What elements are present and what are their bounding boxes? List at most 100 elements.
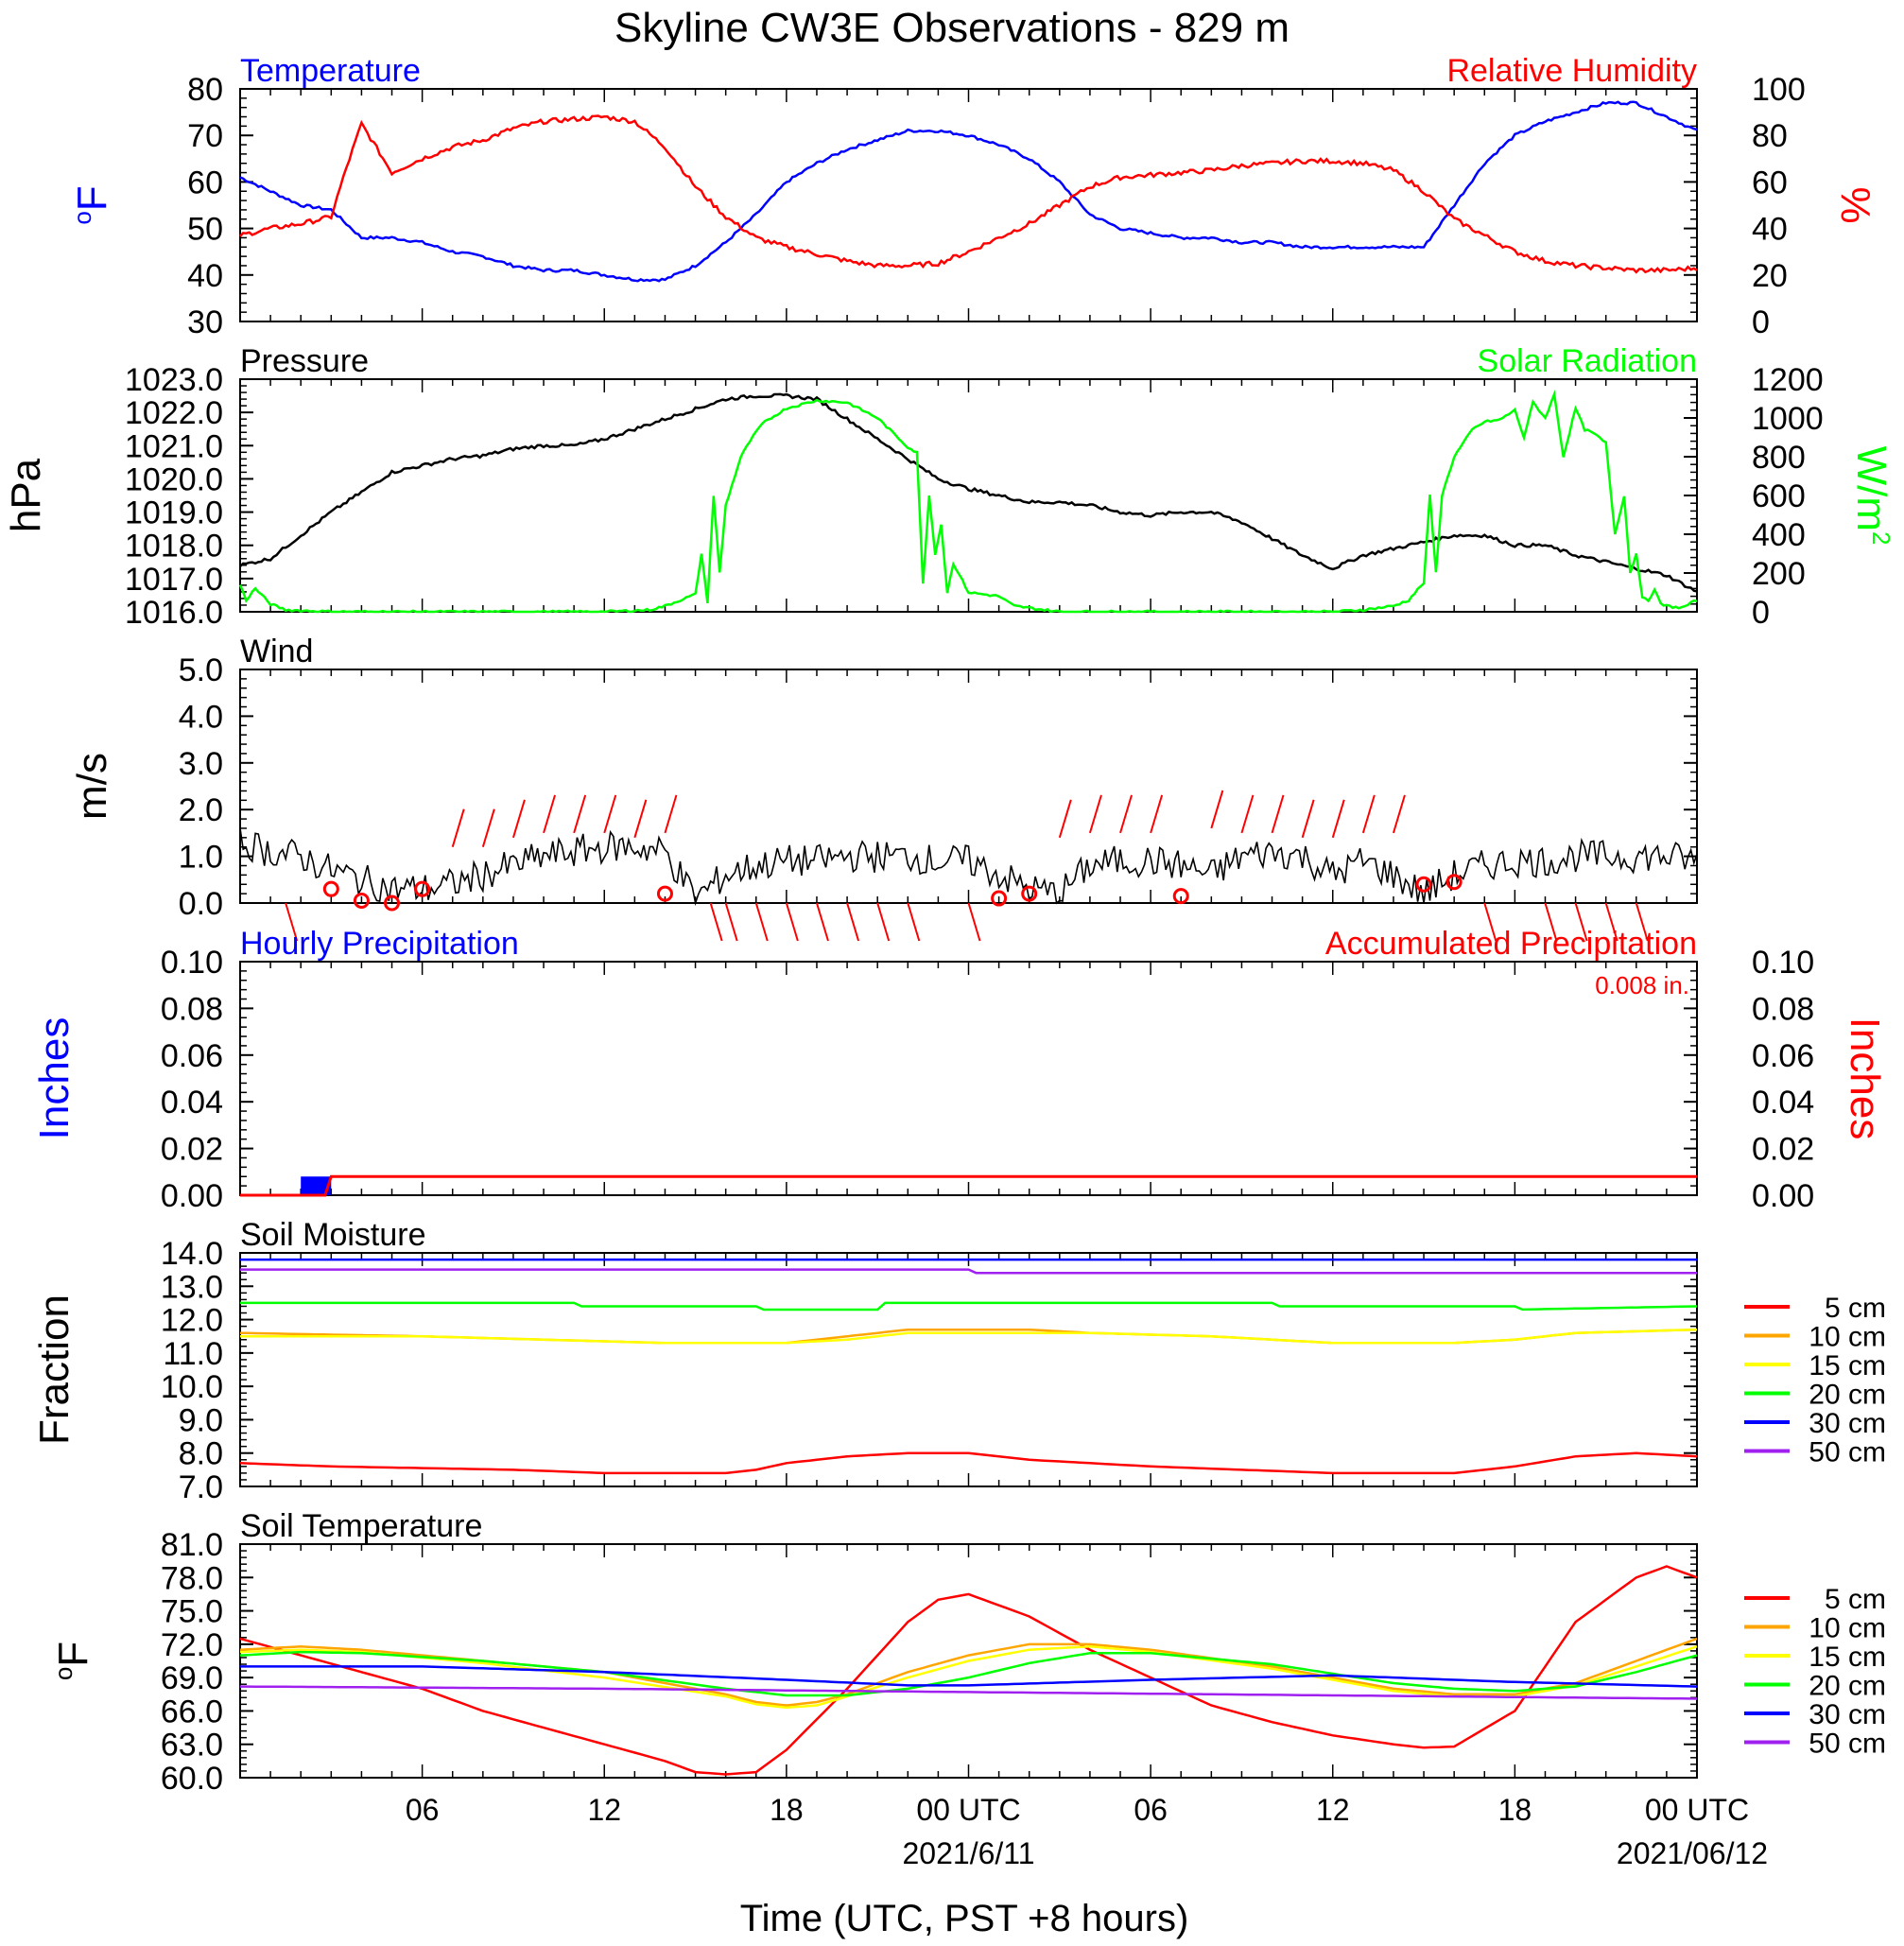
- y-right-tick-label: 0.04: [1752, 1085, 1814, 1121]
- wind-barb: [664, 794, 678, 834]
- y-axis-title: Inches: [31, 1017, 78, 1140]
- x-tick-label: 12: [587, 1793, 621, 1827]
- y-tick-label: 0.06: [161, 1038, 223, 1074]
- y-right-axis-title: Inches: [1842, 1017, 1888, 1140]
- y-tick-label: 1016.0: [125, 595, 223, 631]
- y-tick-label: 14.0: [161, 1236, 223, 1272]
- y-tick-label: 0.0: [179, 886, 223, 922]
- wind-barb: [1210, 790, 1224, 829]
- x-date-label: 2021/6/11: [903, 1836, 1035, 1870]
- y-tick-label: 1018.0: [125, 529, 223, 565]
- series-line-5: [240, 1685, 1698, 1700]
- series-line-2: [240, 1328, 1698, 1345]
- legend-label: 15 cm: [1809, 1642, 1886, 1673]
- wind-barb: [1361, 794, 1376, 834]
- y-right-axis-title: W/m2: [1848, 446, 1895, 546]
- y-tick-label: 1022.0: [125, 395, 223, 431]
- y-tick-label: 1019.0: [125, 495, 223, 531]
- y-right-tick-label: 400: [1752, 517, 1806, 553]
- wind-barb: [709, 902, 723, 942]
- y-right-tick-label: 600: [1752, 478, 1806, 514]
- y-tick-label: 0.04: [161, 1085, 223, 1121]
- y-tick-label: 50: [187, 212, 223, 248]
- y-tick-label: 60.0: [161, 1761, 223, 1797]
- panel-left-title: Hourly Precipitation: [240, 926, 519, 962]
- wind-barb: [1240, 794, 1255, 834]
- y-tick-label: 1.0: [179, 840, 223, 876]
- legend-label: 15 cm: [1809, 1350, 1886, 1381]
- calm-marker: [1415, 876, 1432, 893]
- wind-barb: [481, 808, 495, 848]
- series-line-1: [239, 114, 1698, 274]
- wind-barb: [1574, 902, 1588, 942]
- y-tick-label: 1017.0: [125, 562, 223, 598]
- calm-marker: [384, 895, 401, 912]
- y-tick-label: 7.0: [179, 1469, 223, 1505]
- time-axis: 06 12 18 00 UTC 06 12 18 00 UTC 2021/6/11 2021/06…: [406, 1793, 1768, 1870]
- panel-right-title: Relative Humidity: [1446, 53, 1697, 89]
- series-line-0: [239, 100, 1698, 283]
- legend-label: 50 cm: [1809, 1729, 1886, 1760]
- wind-barb: [1058, 799, 1072, 839]
- y-right-tick-label: 80: [1752, 118, 1788, 154]
- y-tick-label: 8.0: [179, 1436, 223, 1472]
- y-right-axis-title: %: [1832, 186, 1878, 223]
- panel-wind: 0.0 1.0 2.0 3.0 4.0 5.0 Wind m/s: [69, 634, 1698, 942]
- wind-barb: [1119, 794, 1133, 834]
- wind-barb: [876, 902, 891, 942]
- y-tick-label: 1023.0: [125, 362, 223, 398]
- calm-marker: [1445, 874, 1463, 891]
- y-axis-title: oF: [49, 1642, 96, 1680]
- panel-left-title: Temperature: [240, 53, 421, 89]
- y-right-tick-label: 0.00: [1752, 1178, 1814, 1214]
- y-tick-label: 66.0: [161, 1694, 223, 1729]
- calm-marker: [991, 890, 1008, 907]
- y-tick-label: 0.02: [161, 1132, 223, 1168]
- calm-marker: [1021, 885, 1038, 902]
- y-right-tick-label: 20: [1752, 258, 1788, 294]
- y-tick-label: 2.0: [179, 792, 223, 828]
- wind-barb: [451, 808, 465, 848]
- legend-label: 5 cm: [1825, 1584, 1886, 1615]
- wind-barb: [1150, 794, 1164, 834]
- legend-label: 10 cm: [1809, 1322, 1886, 1353]
- wind-barb: [1393, 794, 1406, 834]
- wind-barb: [1301, 799, 1315, 839]
- y-axis-title: Fraction: [31, 1294, 78, 1445]
- legend-label: 10 cm: [1809, 1613, 1886, 1644]
- calm-marker: [353, 893, 370, 910]
- y-tick-label: 0.08: [161, 991, 223, 1027]
- calm-marker: [414, 880, 431, 897]
- panel-left-title: Soil Temperature: [240, 1508, 482, 1544]
- y-right-tick-label: 100: [1752, 72, 1806, 108]
- y-right-tick-label: 0.08: [1752, 991, 1814, 1027]
- y-tick-label: 1021.0: [125, 428, 223, 464]
- wind-barb: [573, 794, 587, 834]
- series-line-0: [239, 1565, 1698, 1776]
- y-right-tick-label: 1200: [1752, 362, 1824, 398]
- wind-barb: [907, 902, 921, 942]
- y-tick-label: 11.0: [163, 1336, 223, 1372]
- panel-precip: 0.00 0.02 0.04 0.06 0.08 0.10 0.00 0.02 0.04 0.06…: [31, 926, 1888, 1214]
- x-tick-label: 18: [770, 1793, 804, 1827]
- y-right-tick-label: 40: [1752, 212, 1788, 248]
- figure-title: Skyline CW3E Observations - 829 m: [614, 5, 1290, 51]
- y-axis-title: hPa: [3, 458, 49, 532]
- wind-barb: [1635, 902, 1649, 942]
- wind-barb: [511, 799, 526, 839]
- legend-label: 30 cm: [1809, 1699, 1886, 1730]
- wind-barb: [724, 902, 738, 942]
- y-tick-label: 70: [187, 118, 223, 154]
- y-right-tick-label: 800: [1752, 440, 1806, 476]
- series-line-1: [238, 390, 1698, 614]
- y-right-tick-label: 200: [1752, 556, 1806, 592]
- y-right-tick-label: 0: [1752, 304, 1770, 340]
- wind-barb: [967, 902, 981, 942]
- y-tick-label: 63.0: [161, 1728, 223, 1764]
- x-date-label: 2021/06/12: [1617, 1836, 1768, 1870]
- y-tick-label: 69.0: [161, 1660, 223, 1696]
- legend-label: 50 cm: [1809, 1437, 1886, 1468]
- y-tick-label: 9.0: [179, 1402, 223, 1438]
- wind-barb: [543, 794, 556, 834]
